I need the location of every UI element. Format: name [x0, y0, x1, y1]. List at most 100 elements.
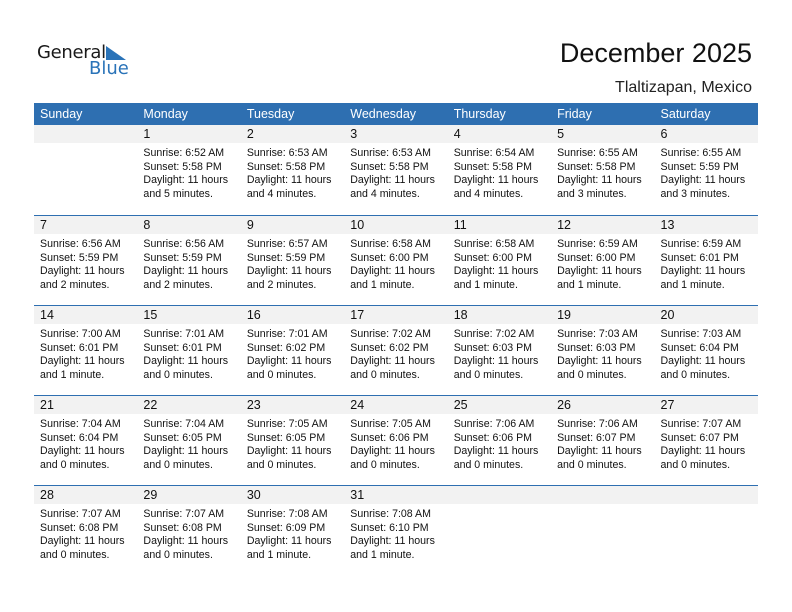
daylight-minutes: and 1 minute. — [557, 278, 622, 291]
sunrise: Sunrise: 6:59 AM — [660, 238, 742, 250]
sunrise: Sunrise: 7:02 AM — [350, 328, 431, 340]
sunset: Sunset: 6:03 PM — [453, 341, 533, 354]
daylight: Daylight: 11 hours — [660, 265, 746, 277]
daylight: Daylight: 11 hours — [40, 445, 125, 457]
day-number: 10 — [350, 218, 365, 232]
day-number: 7 — [40, 218, 47, 232]
daylight: Daylight: 11 hours — [350, 355, 435, 367]
day-cell: 29 Sunrise: 7:07 AM Sunset: 6:08 PM Daylig… — [137, 486, 240, 562]
sunset: Sunset: 6:07 PM — [660, 431, 739, 444]
daylight: Daylight: 11 hours — [246, 174, 332, 186]
day-cell: 23 Sunrise: 7:05 AM Sunset: 6:05 PM Daylig… — [241, 396, 344, 472]
sunset: Sunset: 6:00 PM — [453, 251, 533, 264]
daylight-minutes: and 1 minute. — [350, 548, 415, 561]
day-number: 11 — [453, 218, 467, 232]
daylight: Daylight: 11 hours — [40, 265, 125, 277]
daylight: Daylight: 11 hours — [660, 445, 746, 457]
day-number: 9 — [246, 218, 254, 232]
sunset: Sunset: 6:00 PM — [557, 251, 636, 264]
sunrise: Sunrise: 7:05 AM — [350, 418, 431, 430]
sunset: Sunset: 6:05 PM — [246, 431, 326, 444]
day-number: 15 — [143, 308, 158, 322]
sunrise: Sunrise: 7:00 AM — [40, 328, 121, 340]
day-cell: 14 Sunrise: 7:00 AM Sunset: 6:01 PM Daylig… — [34, 306, 137, 382]
daylight: Daylight: 11 hours — [143, 265, 229, 277]
empty-cell — [34, 125, 137, 201]
sunrise: Sunrise: 7:06 AM — [557, 418, 638, 430]
sunrise: Sunrise: 6:53 AM — [246, 147, 328, 159]
daylight: Daylight: 11 hours — [246, 265, 332, 277]
daylight: Daylight: 11 hours — [557, 174, 642, 186]
sunrise: Sunrise: 6:55 AM — [660, 147, 742, 159]
date-strip — [34, 125, 758, 143]
sunrise: Sunrise: 6:54 AM — [453, 147, 535, 159]
day-number: 21 — [40, 398, 54, 412]
daylight-minutes: and 1 minute. — [40, 368, 105, 381]
daylight: Daylight: 11 hours — [660, 174, 746, 186]
location: Tlaltizapan, Mexico — [615, 79, 752, 96]
day-number: 16 — [246, 308, 261, 322]
day-cell: 6 Sunrise: 6:55 AM Sunset: 5:59 PM Dayligh… — [655, 125, 758, 201]
sunset: Sunset: 6:06 PM — [350, 431, 429, 444]
sunrise: Sunrise: 7:03 AM — [660, 328, 742, 340]
day-number: 18 — [453, 308, 468, 322]
weekday-monday: Monday — [143, 107, 188, 121]
daylight: Daylight: 11 hours — [246, 535, 332, 547]
day-number: 23 — [246, 398, 261, 412]
sunset: Sunset: 6:08 PM — [40, 521, 119, 534]
daylight: Daylight: 11 hours — [453, 445, 539, 457]
sunrise: Sunrise: 6:57 AM — [246, 238, 328, 250]
day-number: 27 — [660, 398, 675, 412]
sunset: Sunset: 6:05 PM — [143, 431, 222, 444]
daylight: Daylight: 11 hours — [453, 265, 539, 277]
sunset: Sunset: 5:59 PM — [660, 160, 739, 173]
daylight: Daylight: 11 hours — [143, 535, 229, 547]
day-cell: 17 Sunrise: 7:02 AM Sunset: 6:02 PM Daylig… — [344, 306, 447, 382]
sunrise: Sunrise: 7:07 AM — [40, 508, 121, 520]
sunset: Sunset: 6:01 PM — [660, 251, 739, 264]
page-title: December 2025 — [559, 38, 752, 68]
generalblue-logo: General Blue — [37, 42, 137, 82]
day-number: 28 — [40, 488, 54, 502]
daylight-minutes: and 0 minutes. — [453, 458, 524, 471]
sunset: Sunset: 6:04 PM — [660, 341, 739, 354]
day-cell: 18 Sunrise: 7:02 AM Sunset: 6:03 PM Daylig… — [448, 306, 551, 382]
day-cell: 26 Sunrise: 7:06 AM Sunset: 6:07 PM Daylig… — [551, 396, 654, 472]
daylight: Daylight: 11 hours — [453, 355, 539, 367]
daylight-minutes: and 4 minutes. — [246, 187, 317, 200]
day-cell: 11 Sunrise: 6:58 AM Sunset: 6:00 PM Daylig… — [448, 216, 551, 292]
day-cell: 4 Sunrise: 6:54 AM Sunset: 5:58 PM Dayligh… — [448, 125, 551, 201]
day-cell: 10 Sunrise: 6:58 AM Sunset: 6:00 PM Daylig… — [344, 216, 447, 292]
day-cell: 31 Sunrise: 7:08 AM Sunset: 6:10 PM Daylig… — [344, 486, 447, 562]
daylight-minutes: and 4 minutes. — [350, 187, 420, 200]
day-cell: 15 Sunrise: 7:01 AM Sunset: 6:01 PM Daylig… — [137, 306, 240, 382]
logo-triangle-icon — [106, 46, 126, 60]
day-number: 25 — [453, 398, 468, 412]
weekday-saturday: Saturday — [660, 107, 711, 121]
daylight: Daylight: 11 hours — [246, 355, 332, 367]
sunset: Sunset: 6:02 PM — [246, 341, 326, 354]
sunrise: Sunrise: 6:56 AM — [143, 238, 225, 250]
day-cell: 7 Sunrise: 6:56 AM Sunset: 5:59 PM Dayligh… — [34, 216, 137, 292]
day-cell: 28 Sunrise: 7:07 AM Sunset: 6:08 PM Daylig… — [34, 486, 137, 562]
daylight-minutes: and 0 minutes. — [660, 368, 731, 381]
daylight: Daylight: 11 hours — [350, 174, 435, 186]
daylight-minutes: and 3 minutes. — [660, 187, 731, 200]
daylight: Daylight: 11 hours — [350, 445, 435, 457]
sunset: Sunset: 6:07 PM — [557, 431, 636, 444]
daylight-minutes: and 0 minutes. — [246, 458, 317, 471]
sunset: Sunset: 6:01 PM — [40, 341, 119, 354]
daylight-minutes: and 1 minute. — [660, 278, 725, 291]
weekday-thursday: Thursday — [453, 107, 506, 121]
daylight-minutes: and 0 minutes. — [350, 458, 420, 471]
sunset: Sunset: 6:08 PM — [143, 521, 222, 534]
daylight-minutes: and 0 minutes. — [350, 368, 420, 381]
daylight-minutes: and 0 minutes. — [557, 458, 627, 471]
daylight-minutes: and 1 minute. — [246, 548, 312, 561]
day-number: 13 — [660, 218, 675, 232]
daylight-minutes: and 5 minutes. — [143, 187, 213, 200]
day-cell: 12 Sunrise: 6:59 AM Sunset: 6:00 PM Daylig… — [551, 216, 654, 292]
day-number: 20 — [660, 308, 675, 322]
day-cell: 5 Sunrise: 6:55 AM Sunset: 5:58 PM Dayligh… — [551, 125, 654, 201]
day-cell: 19 Sunrise: 7:03 AM Sunset: 6:03 PM Daylig… — [551, 306, 654, 382]
